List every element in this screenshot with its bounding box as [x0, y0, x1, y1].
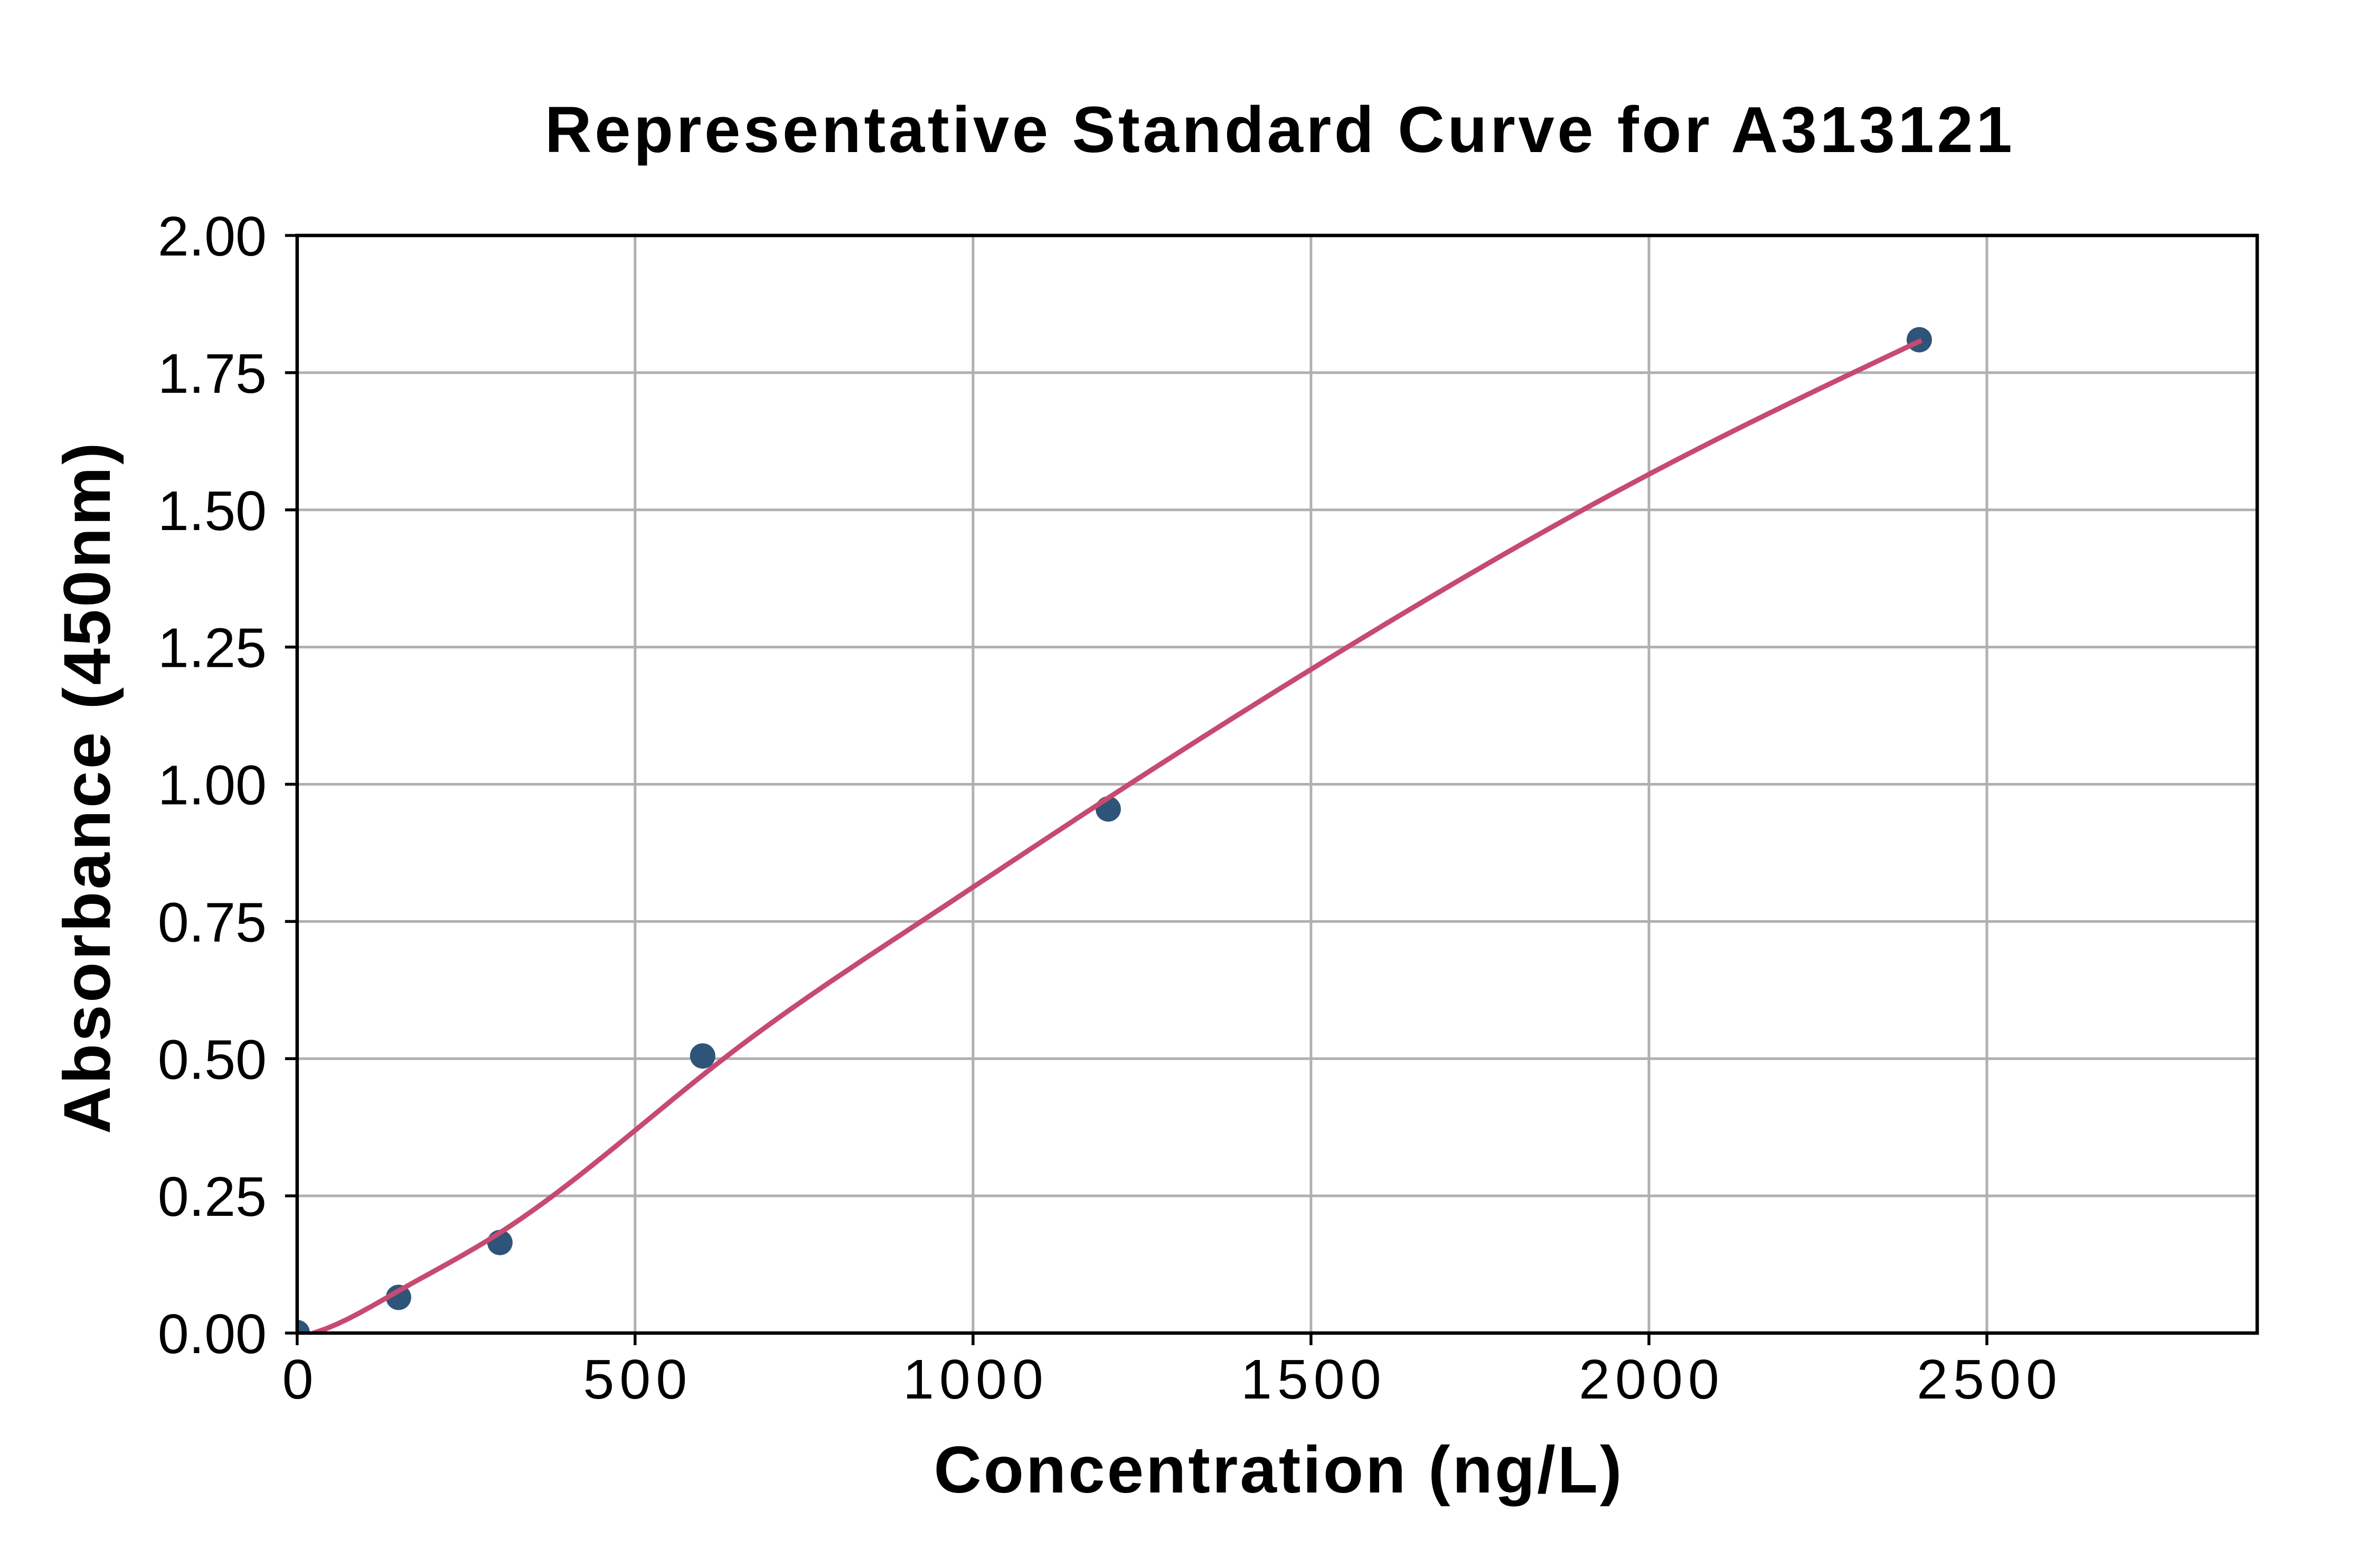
svg-text:1.75: 1.75 [158, 343, 267, 405]
svg-text:Absorbance (450nm): Absorbance (450nm) [51, 440, 124, 1134]
svg-text:2500: 2500 [1917, 1348, 2062, 1411]
svg-text:1000: 1000 [903, 1348, 1049, 1411]
svg-text:Representative Standard Curve: Representative Standard Curve for A31312… [545, 94, 2015, 166]
svg-text:1500: 1500 [1241, 1348, 1387, 1411]
svg-text:0.75: 0.75 [158, 891, 267, 953]
svg-text:0.00: 0.00 [158, 1303, 267, 1365]
svg-text:500: 500 [583, 1348, 692, 1411]
svg-text:2.00: 2.00 [158, 205, 267, 268]
svg-text:0.50: 0.50 [158, 1028, 267, 1091]
svg-text:1.50: 1.50 [158, 480, 267, 542]
svg-text:0.25: 0.25 [158, 1166, 267, 1228]
svg-text:1.25: 1.25 [158, 617, 267, 679]
svg-text:1.00: 1.00 [158, 754, 267, 817]
svg-text:2000: 2000 [1579, 1348, 1724, 1411]
svg-text:Concentration (ng/L): Concentration (ng/L) [934, 1433, 1624, 1507]
svg-text:0: 0 [282, 1348, 314, 1411]
